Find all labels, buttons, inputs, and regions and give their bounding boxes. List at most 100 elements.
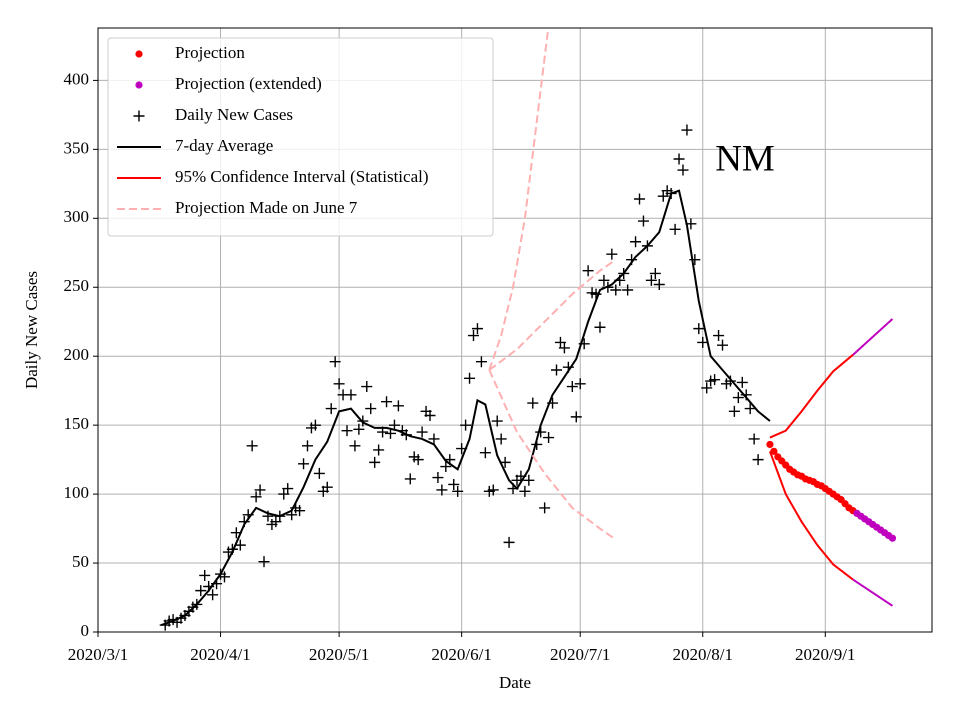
data-point: [412, 454, 424, 466]
data-point: [404, 473, 416, 485]
y-axis-label: Daily New Cases: [22, 271, 41, 389]
data-point: [392, 400, 404, 412]
data-point: [495, 433, 507, 445]
data-point: [602, 281, 614, 293]
data-point: [590, 288, 602, 300]
data-point: [487, 484, 499, 496]
line-series: [769, 354, 854, 439]
data-point: [357, 415, 369, 427]
y-tick-label: 50: [72, 552, 89, 571]
data-point: [432, 472, 444, 484]
data-point: [341, 425, 353, 437]
x-tick-label: 2020/5/1: [309, 645, 369, 664]
data-point: [709, 374, 721, 386]
data-point: [203, 580, 215, 592]
data-point: [744, 403, 756, 415]
data-point: [274, 510, 286, 522]
legend-box: [107, 37, 494, 237]
line-series: [769, 451, 854, 581]
data-point: [278, 488, 290, 500]
data-point: [294, 505, 306, 517]
data-point: [479, 447, 491, 459]
data-point: [230, 527, 242, 539]
data-point: [309, 419, 321, 431]
data-point: [736, 376, 748, 388]
data-point: [669, 223, 681, 235]
data-point: [649, 267, 661, 279]
data-point: [424, 409, 436, 421]
data-point: [333, 378, 345, 390]
data-point: [471, 323, 483, 335]
data-point: [697, 336, 709, 348]
ticks: 0 50 100 150 200 250 300 350 400 2020/3/1 2020/4/1…: [64, 69, 856, 664]
data-point: [582, 265, 594, 277]
data-point: [258, 556, 270, 568]
data-point: [724, 375, 736, 387]
data-point: [578, 338, 590, 350]
data-point: [238, 516, 250, 528]
data-point: [641, 240, 653, 252]
data-point: [535, 426, 547, 438]
data-point: [195, 585, 207, 597]
data-point: [467, 330, 479, 342]
y-tick-label: 150: [64, 414, 90, 433]
y-tick-label: 300: [64, 207, 90, 226]
data-point: [598, 274, 610, 286]
y-tick-label: 250: [64, 276, 90, 295]
axes-frame: [97, 27, 933, 633]
data-point: [685, 218, 697, 230]
data-point: [191, 598, 203, 610]
data-point: [888, 534, 897, 542]
x-tick-label: 2020/7/1: [550, 645, 610, 664]
legend-marker: [133, 110, 145, 122]
data-point: [388, 419, 400, 431]
data-point: [456, 443, 468, 455]
data-point: [622, 284, 634, 296]
data-point: [539, 502, 551, 514]
data-point: [262, 510, 274, 522]
annotation: NM: [715, 138, 775, 179]
data-point: [444, 454, 456, 466]
data-point: [527, 397, 539, 409]
data-point: [242, 509, 254, 521]
data-point: [653, 278, 665, 290]
data-point: [507, 483, 519, 495]
data-point: [558, 342, 570, 354]
data-point: [594, 321, 606, 333]
data-point: [491, 415, 503, 427]
data-point: [626, 254, 638, 266]
legend-label: Projection: [175, 43, 245, 62]
data-point: [400, 429, 412, 441]
x-tick-label: 2020/9/1: [795, 645, 855, 664]
data-point: [531, 438, 543, 450]
x-tick-label: 2020/4/1: [190, 645, 250, 664]
data-point: [199, 569, 211, 581]
data-point: [689, 254, 701, 266]
x-axis-label: Date: [499, 673, 531, 692]
data-point: [645, 274, 657, 286]
data-point: [681, 124, 693, 136]
data-point: [250, 491, 262, 503]
data-point: [234, 539, 246, 551]
legend-label: Projection (extended): [175, 74, 322, 93]
data-point: [665, 187, 677, 199]
data-point: [752, 454, 764, 466]
data-point: [732, 392, 744, 404]
plot-area: [159, 28, 897, 631]
data-point: [207, 589, 219, 601]
data-point: [614, 274, 626, 286]
data-point: [448, 478, 460, 490]
data-point: [566, 381, 578, 393]
data-point: [377, 426, 389, 438]
data-point: [246, 440, 258, 452]
data-point: [606, 248, 618, 260]
line-series: [852, 318, 894, 356]
y-tick-label: 350: [64, 138, 90, 157]
data-point: [325, 403, 337, 415]
data-point: [634, 193, 646, 205]
data-point: [369, 456, 381, 468]
legend: Projection Projection (extended) Daily New…: [107, 37, 494, 237]
data-point: [365, 403, 377, 415]
data-point: [436, 484, 448, 496]
